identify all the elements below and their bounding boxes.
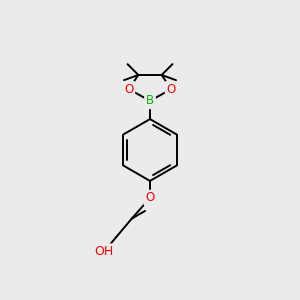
- Text: O: O: [124, 83, 134, 96]
- Text: B: B: [146, 94, 154, 107]
- Text: O: O: [146, 191, 154, 205]
- Text: OH: OH: [94, 245, 113, 258]
- Text: O: O: [167, 83, 176, 96]
